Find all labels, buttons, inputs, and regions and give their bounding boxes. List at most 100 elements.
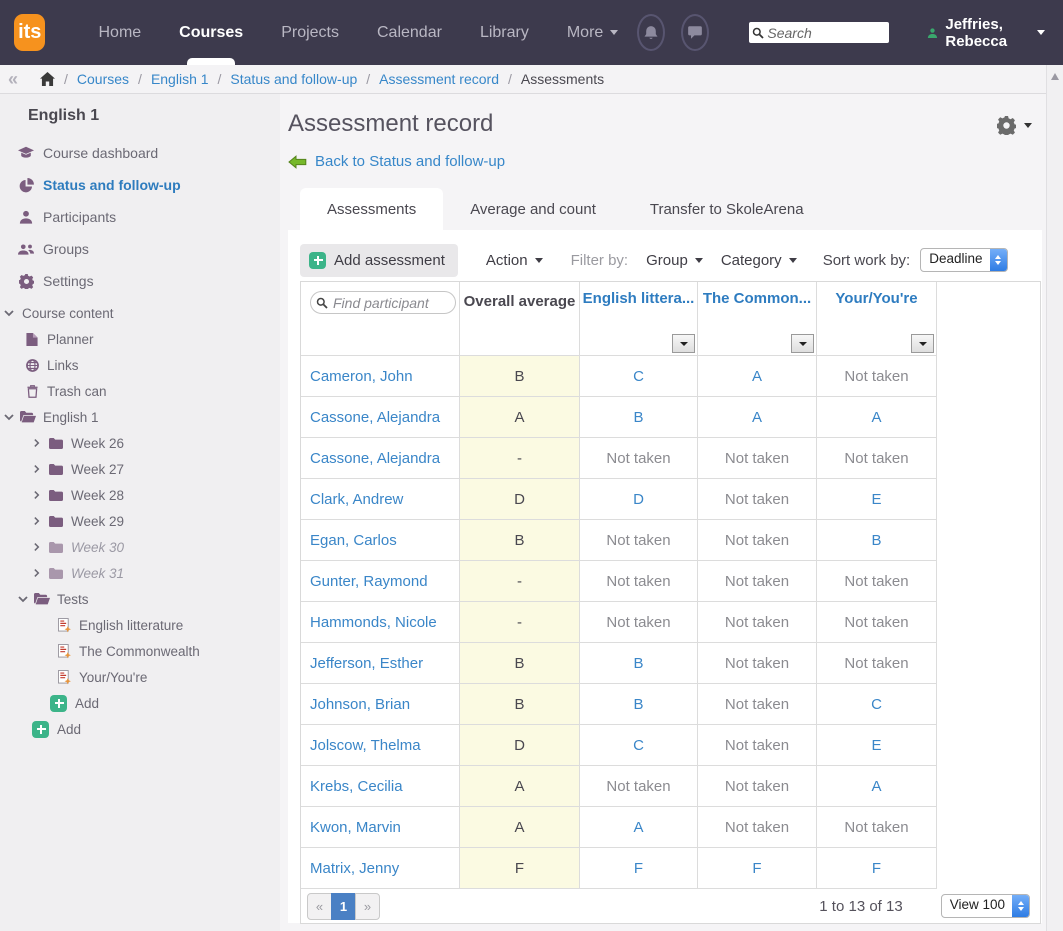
participant-link[interactable]: Johnson, Brian (310, 696, 410, 713)
pagination-range: 1 to 13 of 13 (819, 898, 902, 915)
column-filter-button[interactable] (911, 334, 934, 353)
sidebar-item-participants[interactable]: Participants (0, 201, 280, 233)
assessment-link-your-youre[interactable]: Your/You're (835, 282, 917, 307)
sidebar-item-settings[interactable]: Settings (0, 265, 280, 297)
next-page-button[interactable]: » (355, 893, 380, 920)
grade-cell: F (580, 848, 698, 889)
filter-by-label: Filter by: (571, 252, 629, 269)
participant-link[interactable]: Cameron, John (310, 368, 413, 385)
nav-calendar[interactable]: Calendar (358, 0, 461, 65)
tab-assessments[interactable]: Assessments (300, 188, 443, 230)
tab-average-and-count[interactable]: Average and count (443, 188, 623, 230)
participant-link[interactable]: Jolscow, Thelma (310, 737, 421, 754)
add-assessment-button[interactable]: Add assessment (300, 244, 458, 277)
notifications-button[interactable] (637, 14, 665, 51)
tree-item-test-english-litterature[interactable]: English litterature (0, 612, 280, 638)
collapse-sidebar-button[interactable]: « (8, 70, 16, 88)
breadcrumb-status-follow-up[interactable]: Status and follow-up (230, 71, 357, 87)
vertical-scrollbar[interactable] (1046, 65, 1063, 931)
folder-icon (48, 490, 64, 501)
column-filter-button[interactable] (672, 334, 695, 353)
chevron-right-icon (32, 438, 42, 448)
search-input[interactable] (749, 22, 889, 43)
user-menu[interactable]: Jeffries, Rebecca (927, 16, 1045, 50)
participant-link[interactable]: Cassone, Alejandra (310, 409, 440, 426)
messages-button[interactable] (681, 14, 709, 51)
sidebar-item-status-and-follow-up[interactable]: Status and follow-up (0, 169, 280, 201)
tree-folder-week-31[interactable]: Week 31 (0, 560, 280, 586)
tree-add-test-button[interactable]: Add (0, 690, 280, 716)
tree-folder-tests[interactable]: Tests (0, 586, 280, 612)
action-dropdown[interactable]: Action (486, 252, 543, 269)
sidebar-item-groups[interactable]: Groups (0, 233, 280, 265)
bell-icon (643, 25, 659, 41)
prev-page-button[interactable]: « (307, 893, 332, 920)
tab-transfer-to-skolearena[interactable]: Transfer to SkoleArena (623, 188, 831, 230)
tree-folder-week-28[interactable]: Week 28 (0, 482, 280, 508)
find-participant-input[interactable] (310, 291, 456, 314)
participant-link[interactable]: Kwon, Marvin (310, 819, 401, 836)
breadcrumb-assessment-record[interactable]: Assessment record (379, 71, 499, 87)
assessment-link-english-litterature[interactable]: English littera... (583, 282, 695, 307)
grade-cell: A (698, 397, 817, 438)
assessment-link-the-commonwealth[interactable]: The Common... (703, 282, 811, 307)
folder-icon (48, 516, 64, 527)
home-icon[interactable] (40, 72, 55, 86)
tree-folder-english-1[interactable]: English 1 (0, 404, 280, 430)
folder-icon (48, 568, 64, 579)
add-assessment-label: Add assessment (334, 252, 445, 269)
overall-average-cell: B (460, 356, 580, 397)
back-to-status-link[interactable]: Back to Status and follow-up (315, 153, 505, 170)
page-settings-menu[interactable] (997, 116, 1032, 135)
nav-more[interactable]: More (548, 0, 637, 65)
grade-cell: Not taken (698, 766, 817, 807)
table-row-name: Cassone, Alejandra (301, 438, 460, 479)
breadcrumb-courses[interactable]: Courses (77, 71, 129, 87)
table-row-name: Jolscow, Thelma (301, 725, 460, 766)
breadcrumb-english-1[interactable]: English 1 (151, 71, 209, 87)
chevron-down-icon (535, 258, 543, 263)
sort-select[interactable]: Deadline (920, 248, 1007, 272)
participant-link[interactable]: Krebs, Cecilia (310, 778, 403, 795)
participant-link[interactable]: Gunter, Raymond (310, 573, 428, 590)
tree-item-test-the-commonwealth[interactable]: The Commonwealth (0, 638, 280, 664)
page-1-button[interactable]: 1 (331, 893, 356, 920)
scroll-up-arrow-icon[interactable] (1051, 73, 1059, 80)
participant-link[interactable]: Jefferson, Esther (310, 655, 423, 672)
breadcrumb-separator: / (138, 71, 142, 87)
nav-projects[interactable]: Projects (262, 0, 358, 65)
tree-course-content[interactable]: Course content (0, 300, 280, 326)
tree-add-element-button[interactable]: Add (0, 716, 280, 742)
tree-folder-week-26[interactable]: Week 26 (0, 430, 280, 456)
tree-item-links[interactable]: Links (0, 352, 280, 378)
tree-folder-week-30[interactable]: Week 30 (0, 534, 280, 560)
tree-label: Week 27 (71, 462, 124, 477)
people-icon (18, 243, 34, 256)
grade-cell: F (698, 848, 817, 889)
category-filter-dropdown[interactable]: Category (721, 252, 797, 269)
nav-courses[interactable]: Courses (160, 0, 262, 65)
nav-home[interactable]: Home (79, 0, 160, 65)
tab-bar: Assessments Average and count Transfer t… (300, 188, 1042, 230)
participant-link[interactable]: Egan, Carlos (310, 532, 397, 549)
nav-library[interactable]: Library (461, 0, 548, 65)
view-count-select[interactable]: View 100 (941, 894, 1030, 918)
chevron-down-icon (4, 310, 14, 317)
participant-link[interactable]: Cassone, Alejandra (310, 450, 440, 467)
grade-cell: Not taken (698, 520, 817, 561)
participant-link[interactable]: Clark, Andrew (310, 491, 403, 508)
group-filter-dropdown[interactable]: Group (646, 252, 703, 269)
tree-item-test-your-youre[interactable]: Your/You're (0, 664, 280, 690)
tree-item-trash-can[interactable]: Trash can (0, 378, 280, 404)
tree-folder-week-29[interactable]: Week 29 (0, 508, 280, 534)
participant-link[interactable]: Hammonds, Nicole (310, 614, 437, 631)
column-filter-button[interactable] (791, 334, 814, 353)
participant-link[interactable]: Matrix, Jenny (310, 860, 399, 877)
tree-folder-week-27[interactable]: Week 27 (0, 456, 280, 482)
sidebar-item-course-dashboard[interactable]: Course dashboard (0, 137, 280, 169)
tree-item-planner[interactable]: Planner (0, 326, 280, 352)
itslearning-logo[interactable]: its (14, 14, 45, 51)
top-navigation: its Home Courses Projects Calendar Libra… (0, 0, 1063, 65)
tree-label: Week 30 (71, 540, 124, 555)
tree-label: English 1 (43, 410, 99, 425)
